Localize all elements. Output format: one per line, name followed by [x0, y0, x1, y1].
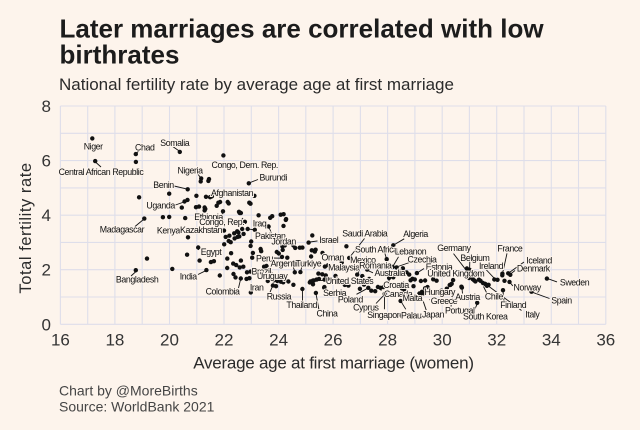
svg-text:2: 2 — [42, 261, 51, 280]
svg-text:Chart by @MoreBirths: Chart by @MoreBirths — [59, 383, 198, 399]
svg-text:Turkiye: Turkiye — [296, 259, 322, 269]
svg-text:Uruguay: Uruguay — [257, 271, 288, 281]
svg-text:Iceland: Iceland — [526, 255, 552, 265]
svg-text:20: 20 — [160, 331, 179, 350]
svg-text:32: 32 — [487, 331, 506, 350]
svg-text:Algeria: Algeria — [403, 229, 428, 239]
svg-text:Israel: Israel — [319, 235, 339, 245]
svg-text:China: China — [317, 309, 338, 319]
svg-text:Pakistan: Pakistan — [255, 231, 286, 241]
svg-text:United States: United States — [326, 276, 375, 286]
svg-text:Finland: Finland — [500, 300, 527, 310]
svg-text:Somalia: Somalia — [160, 138, 189, 148]
svg-text:30: 30 — [433, 331, 452, 350]
svg-text:Kenya: Kenya — [157, 226, 180, 236]
svg-text:South Africa: South Africa — [355, 244, 398, 254]
svg-text:28: 28 — [378, 331, 397, 350]
svg-text:Egypt: Egypt — [201, 247, 222, 257]
svg-text:4: 4 — [42, 206, 51, 225]
svg-text:Sweden: Sweden — [560, 277, 590, 287]
svg-text:Estonia: Estonia — [426, 262, 453, 272]
svg-text:Oman: Oman — [322, 253, 345, 263]
svg-text:Belgium: Belgium — [460, 253, 489, 263]
svg-text:Romania: Romania — [359, 261, 392, 271]
svg-text:National fertility rate by ave: National fertility rate by average age a… — [59, 75, 454, 94]
svg-text:22: 22 — [215, 331, 234, 350]
svg-text:0: 0 — [42, 315, 51, 334]
svg-text:Austria: Austria — [455, 292, 480, 302]
svg-text:Nigeria: Nigeria — [178, 165, 204, 175]
svg-text:Palau: Palau — [401, 311, 422, 321]
svg-text:South Korea: South Korea — [463, 312, 508, 322]
svg-text:Japan: Japan — [422, 309, 444, 319]
svg-text:Lebanon: Lebanon — [395, 247, 427, 257]
svg-text:Canada: Canada — [384, 289, 413, 299]
svg-text:Greece: Greece — [431, 296, 458, 306]
svg-text:Iraq: Iraq — [253, 218, 267, 228]
svg-text:Czechia: Czechia — [408, 255, 437, 265]
svg-text:Malaysia: Malaysia — [328, 263, 360, 273]
svg-text:Chile: Chile — [485, 291, 504, 301]
svg-text:Germany: Germany — [437, 243, 471, 253]
svg-text:34: 34 — [542, 331, 561, 350]
svg-text:Cyprus: Cyprus — [353, 302, 379, 312]
svg-text:16: 16 — [51, 331, 70, 350]
svg-text:Jordan: Jordan — [271, 236, 296, 246]
svg-text:26: 26 — [324, 331, 343, 350]
svg-text:Singapore: Singapore — [367, 310, 404, 320]
svg-text:Uganda: Uganda — [146, 201, 175, 211]
svg-text:Central African Republic: Central African Republic — [59, 167, 145, 177]
svg-text:Australia: Australia — [375, 268, 406, 278]
svg-text:Chad: Chad — [135, 142, 155, 152]
svg-text:Portugal: Portugal — [445, 305, 475, 315]
svg-text:Ethiopia: Ethiopia — [194, 212, 223, 222]
svg-text:Malta: Malta — [403, 293, 423, 303]
svg-text:Thailand: Thailand — [286, 300, 317, 310]
svg-text:Peru: Peru — [256, 253, 273, 263]
svg-text:Congo, Rep.: Congo, Rep. — [199, 217, 244, 227]
svg-text:Brazil: Brazil — [252, 267, 272, 277]
svg-text:Congo, Dem. Rep.: Congo, Dem. Rep. — [212, 160, 278, 170]
svg-text:Iran: Iran — [250, 283, 264, 293]
svg-text:18: 18 — [105, 331, 124, 350]
svg-text:France: France — [497, 244, 522, 254]
svg-text:United Kingdom: United Kingdom — [427, 268, 484, 278]
svg-text:Afghanistan: Afghanistan — [211, 188, 254, 198]
svg-text:Ireland: Ireland — [479, 261, 504, 271]
svg-text:Mexico: Mexico — [350, 255, 376, 265]
svg-text:Later marriages are correlated: Later marriages are correlated with low — [60, 14, 545, 44]
svg-text:Saudi Arabia: Saudi Arabia — [342, 229, 388, 239]
svg-text:8: 8 — [42, 97, 51, 116]
svg-text:Colombia: Colombia — [206, 287, 240, 297]
svg-text:Croatia: Croatia — [383, 280, 409, 290]
svg-text:Benin: Benin — [153, 180, 174, 190]
svg-text:India: India — [180, 272, 198, 282]
svg-text:Madagascar: Madagascar — [100, 224, 145, 234]
svg-text:36: 36 — [596, 331, 615, 350]
svg-text:Total fertility rate: Total fertility rate — [17, 162, 35, 293]
svg-text:Average age at first marriage: Average age at first marriage (women) — [193, 354, 474, 373]
svg-text:Source: WorldBank 2021: Source: WorldBank 2021 — [59, 399, 215, 415]
svg-text:Kazakhstan: Kazakhstan — [180, 225, 222, 235]
svg-text:Argentina: Argentina — [271, 259, 306, 269]
svg-text:Russia: Russia — [267, 292, 292, 302]
svg-text:Bangladesh: Bangladesh — [116, 275, 159, 285]
svg-text:Hungary: Hungary — [425, 287, 456, 297]
svg-text:Poland: Poland — [338, 294, 363, 304]
svg-text:Burundi: Burundi — [260, 172, 288, 182]
svg-text:24: 24 — [269, 331, 288, 350]
svg-text:Denmark: Denmark — [517, 264, 551, 274]
svg-text:Serbia: Serbia — [323, 288, 347, 298]
svg-text:6: 6 — [42, 152, 51, 171]
svg-text:birthrates: birthrates — [60, 40, 180, 70]
svg-text:Norway: Norway — [514, 283, 542, 293]
svg-text:Spain: Spain — [551, 296, 572, 306]
svg-text:Niger: Niger — [84, 142, 103, 152]
svg-text:Italy: Italy — [525, 309, 540, 319]
